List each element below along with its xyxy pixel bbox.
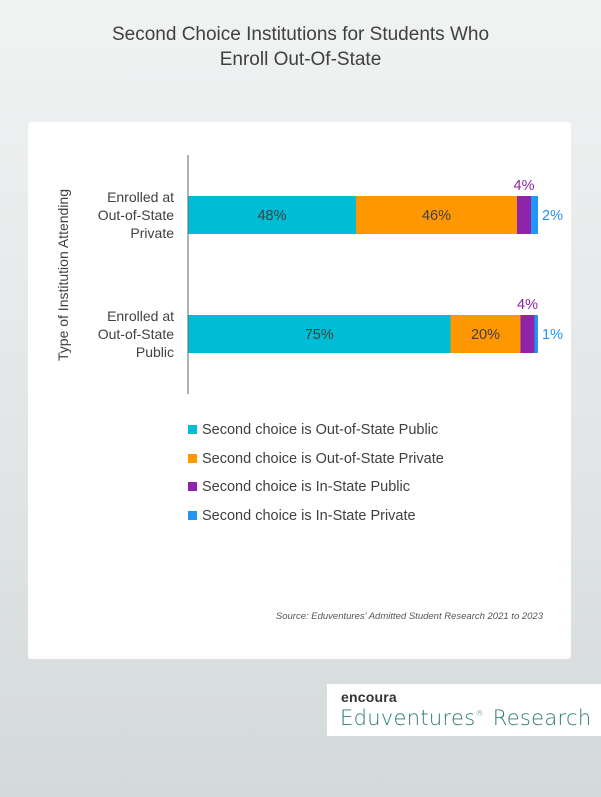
y-axis-title-group: Type of Institution Attending	[55, 189, 71, 361]
legend-item: Second choice is In-State Private	[188, 506, 444, 535]
legend-item: Second choice is Out-of-State Private	[188, 449, 444, 478]
bar-segment	[450, 315, 521, 353]
data-label: 46%	[422, 208, 451, 224]
data-label: 4%	[514, 178, 535, 194]
data-label: 4%	[517, 297, 538, 313]
legend-label: Second choice is In-State Private	[202, 507, 416, 524]
bar-segment	[520, 315, 535, 353]
legend-item: Second choice is In-State Public	[188, 477, 444, 506]
source-note: Source: Eduventures' Admitted Student Re…	[275, 611, 543, 622]
legend-label: Second choice is Out-of-State Private	[202, 450, 444, 467]
category-label-line: Private	[130, 225, 174, 241]
legend-label: Second choice is In-State Public	[202, 479, 410, 495]
logo-research: Research	[485, 706, 592, 730]
bar-segment	[188, 315, 451, 353]
category-label-line: Enrolled at	[107, 308, 174, 324]
category-label-line: Enrolled at	[107, 189, 174, 205]
category-label-line: Public	[136, 344, 174, 360]
legend-swatch	[188, 425, 197, 434]
logo-encoura: encoura	[341, 689, 397, 705]
logo-eduventures: Eduventures	[340, 706, 476, 730]
data-label: 75%	[305, 327, 334, 343]
brand-logo: encoura Eduventures® Research	[327, 684, 601, 736]
category-label: Enrolled at Out-of-State Private	[98, 189, 174, 241]
logo-eduventures-research: Eduventures® Research	[340, 706, 591, 730]
legend: Second choice is Out-of-State Public Seco…	[188, 420, 444, 534]
legend-swatch	[188, 510, 197, 520]
data-label: 1%	[542, 327, 563, 343]
data-label: 20%	[471, 327, 500, 343]
legend-label: Second choice is Out-of-State Public	[202, 422, 439, 438]
legend-swatch	[188, 453, 197, 463]
data-label: 2%	[542, 208, 563, 224]
bar-segment	[534, 315, 538, 353]
bar-segment	[188, 196, 356, 234]
bar-segment	[531, 196, 538, 234]
bars: 48% 46%4%2%75% 20%4%1%	[188, 178, 563, 353]
data-label: 48%	[257, 208, 286, 224]
category-label: Enrolled at Out-of-State Public	[98, 308, 174, 360]
logo-registered-mark: ®	[475, 709, 484, 718]
bar-segment	[517, 196, 531, 234]
y-axis-title: Type of Institution Attending	[55, 189, 71, 361]
legend-item: Second choice is Out-of-State Public	[188, 420, 444, 449]
bar-segment	[356, 196, 517, 234]
category-label-line: Out-of-State	[98, 207, 174, 223]
stacked-bar-chart: Type of Institution Attending Enrolled a…	[55, 155, 563, 394]
category-label-line: Out-of-State	[98, 326, 174, 342]
legend-swatch	[188, 482, 197, 491]
chart-title: Second Choice Institutions for Students …	[111, 24, 490, 70]
chart-card: Type of Institution Attending Enrolled a…	[28, 122, 571, 659]
